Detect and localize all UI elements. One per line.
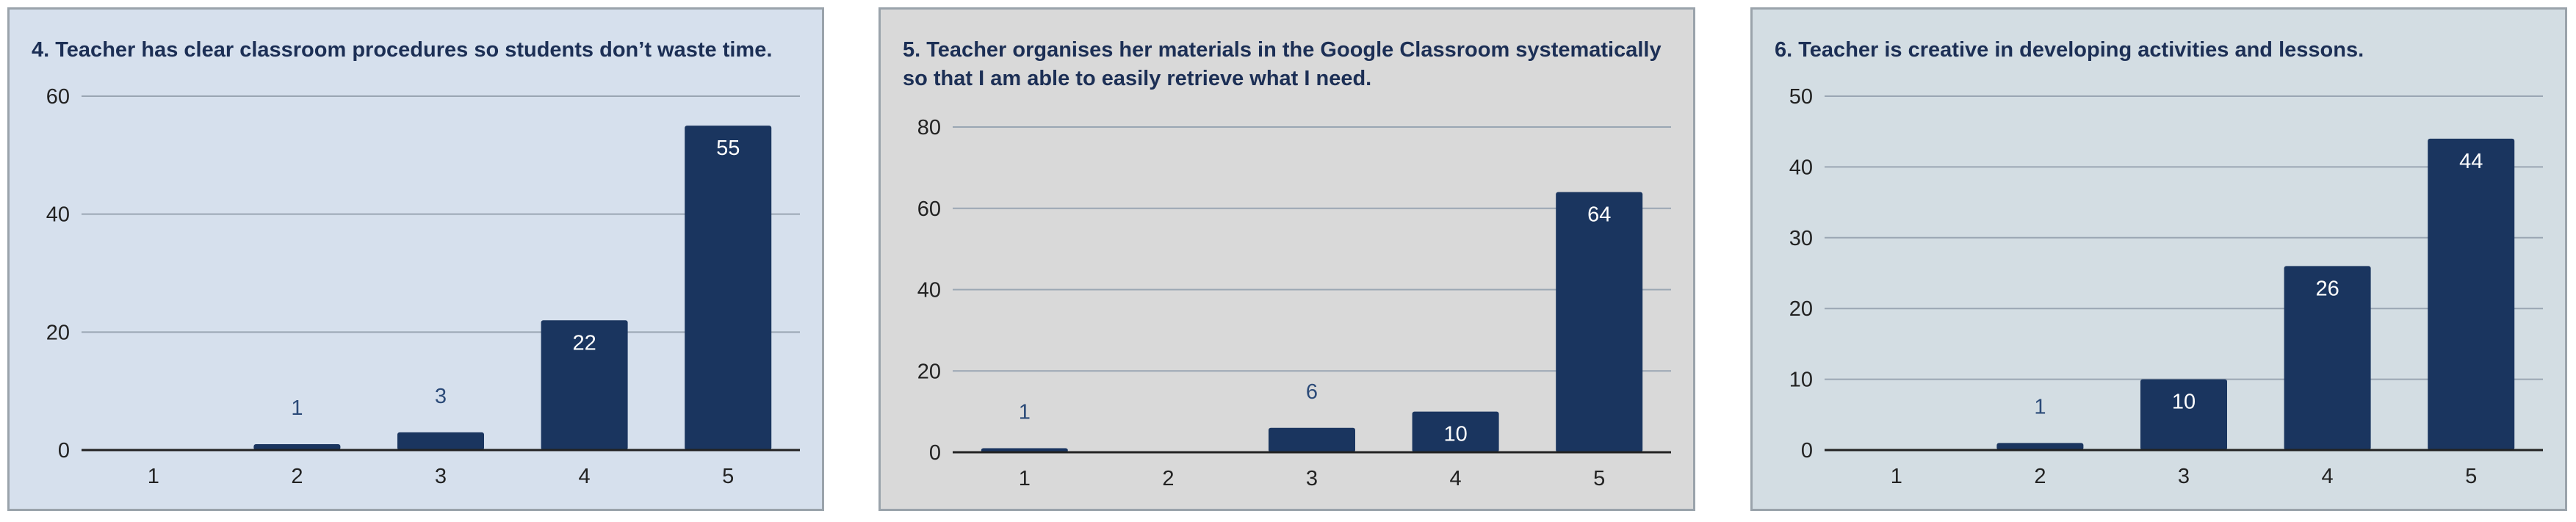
data-label: 1 (2034, 395, 2046, 418)
y-tick-label: 50 (1789, 85, 1813, 109)
chart-title: 5. Teacher organises her materials in th… (903, 38, 1662, 90)
y-tick-label: 20 (1789, 297, 1813, 321)
data-label: 44 (2459, 150, 2483, 173)
x-tick-label: 5 (722, 465, 734, 488)
chart-panel: 6. Teacher is creative in developing act… (1750, 7, 2567, 511)
y-tick-label: 0 (1801, 439, 1813, 463)
data-label: 26 (2315, 277, 2339, 300)
x-tick-label: 5 (1593, 467, 1605, 490)
bar (541, 320, 628, 450)
y-tick-label: 40 (1789, 156, 1813, 179)
y-tick-label: 40 (917, 279, 941, 302)
bar (1556, 192, 1643, 452)
data-label: 10 (2172, 391, 2196, 414)
bar (1269, 427, 1355, 452)
bar (2284, 266, 2371, 450)
x-tick-label: 2 (2034, 465, 2046, 488)
bar (2140, 379, 2227, 450)
chart-panel: 4. Teacher has clear classroom procedure… (7, 7, 824, 511)
y-tick-label: 60 (917, 197, 941, 221)
data-label: 1 (1019, 400, 1031, 424)
y-tick-label: 20 (46, 321, 70, 344)
y-tick-label: 80 (917, 116, 941, 139)
bar (1412, 411, 1499, 452)
bar (253, 443, 341, 450)
y-tick-label: 20 (917, 360, 941, 383)
x-tick-label: 1 (148, 465, 159, 488)
x-tick-label: 5 (2465, 465, 2477, 488)
x-tick-label: 3 (1306, 467, 1318, 490)
y-tick-label: 60 (46, 85, 70, 109)
x-tick-label: 1 (1019, 467, 1031, 490)
y-tick-label: 40 (46, 203, 70, 227)
x-tick-label: 3 (435, 465, 447, 488)
bar (685, 126, 772, 450)
y-tick-label: 0 (58, 439, 70, 463)
chart-panel: 5. Teacher organises her materials in th… (878, 7, 1695, 511)
y-tick-label: 30 (1789, 227, 1813, 250)
bar (2428, 138, 2515, 450)
bar (1996, 443, 2084, 450)
x-tick-label: 3 (2178, 465, 2190, 488)
y-tick-label: 0 (929, 441, 941, 465)
x-tick-label: 2 (291, 465, 303, 488)
data-label: 64 (1587, 203, 1611, 227)
y-tick-label: 10 (1789, 369, 1813, 392)
x-tick-label: 4 (2322, 465, 2334, 488)
data-label: 10 (1443, 423, 1467, 446)
x-tick-label: 1 (1891, 465, 1902, 488)
x-tick-label: 4 (1450, 467, 1462, 490)
chart-title: 4. Teacher has clear classroom procedure… (32, 38, 773, 62)
data-label: 1 (291, 396, 303, 420)
data-label: 22 (572, 331, 596, 355)
bar-chart: 0 20 40 60 80 1 1 2 6 3 10 4 64 5 (917, 116, 1671, 490)
data-label: 3 (435, 385, 447, 408)
x-tick-label: 4 (579, 465, 591, 488)
data-label: 55 (716, 137, 740, 160)
x-tick-label: 2 (1162, 467, 1174, 490)
chart-title: 6. Teacher is creative in developing act… (1775, 38, 2364, 62)
data-label: 6 (1306, 380, 1318, 404)
bar (397, 432, 484, 450)
